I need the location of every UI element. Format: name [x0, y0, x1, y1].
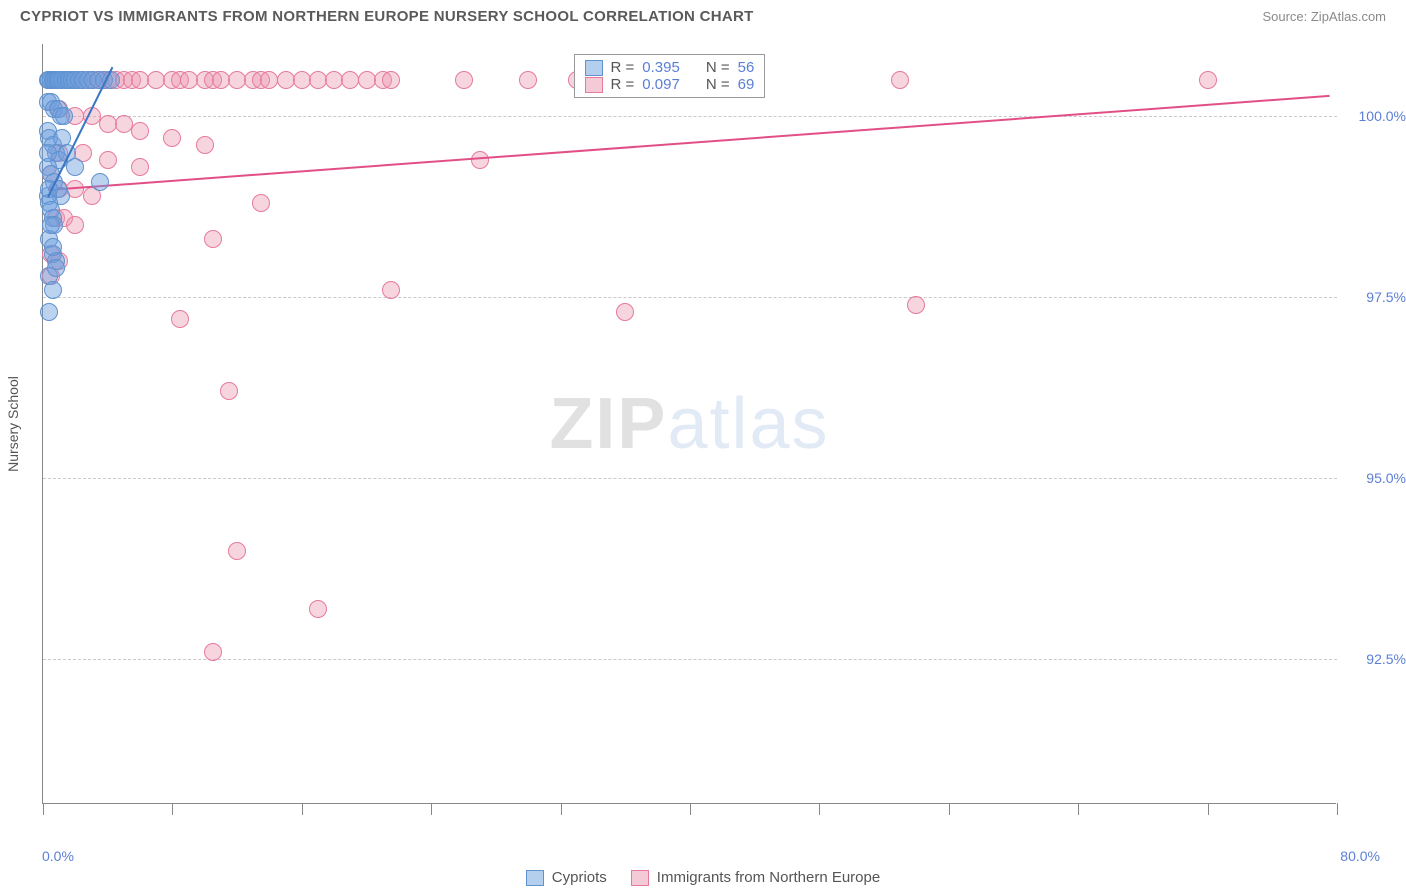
data-point	[171, 310, 189, 328]
x-tick	[302, 803, 303, 815]
data-point	[42, 216, 60, 234]
y-axis-label: Nursery School	[5, 376, 21, 472]
data-point	[471, 151, 489, 169]
x-tick	[172, 803, 173, 815]
watermark: ZIPatlas	[549, 383, 829, 465]
data-point	[1199, 71, 1217, 89]
data-point	[163, 129, 181, 147]
x-tick	[949, 803, 950, 815]
y-tick-label: 92.5%	[1346, 651, 1406, 667]
data-point	[44, 281, 62, 299]
y-tick-label: 95.0%	[1346, 470, 1406, 486]
x-max-label: 80.0%	[1340, 848, 1380, 864]
stat-n-value: 56	[738, 59, 755, 76]
stat-n-value: 69	[738, 76, 755, 93]
data-point	[382, 281, 400, 299]
data-point	[66, 158, 84, 176]
data-point	[131, 158, 149, 176]
stats-swatch	[585, 77, 603, 93]
x-tick	[819, 803, 820, 815]
data-point	[44, 238, 62, 256]
stat-r-value: 0.097	[642, 76, 680, 93]
data-point	[519, 71, 537, 89]
data-point	[907, 296, 925, 314]
gridline	[43, 478, 1337, 479]
data-point	[196, 136, 214, 154]
stats-row: R = 0.097 N = 69	[585, 76, 755, 93]
data-point	[455, 71, 473, 89]
legend-label: Cypriots	[552, 869, 607, 886]
legend-item-cypriots: Cypriots	[526, 869, 607, 886]
data-point	[66, 216, 84, 234]
stats-box: R = 0.395 N = 56 R = 0.097 N = 69	[574, 54, 766, 98]
x-tick	[1337, 803, 1338, 815]
stat-n-label: N =	[706, 76, 730, 93]
stats-swatch	[585, 60, 603, 76]
watermark-part2: atlas	[667, 384, 829, 464]
x-tick	[1078, 803, 1079, 815]
plot-area: Nursery School ZIPatlas 92.5%95.0%97.5%1…	[42, 44, 1336, 804]
data-point	[55, 107, 73, 125]
chart-header: CYPRIOT VS IMMIGRANTS FROM NORTHERN EURO…	[0, 0, 1406, 31]
data-point	[39, 144, 57, 162]
gridline	[43, 116, 1337, 117]
gridline	[43, 659, 1337, 660]
legend-label: Immigrants from Northern Europe	[657, 869, 880, 886]
legend-item-immigrants: Immigrants from Northern Europe	[631, 869, 880, 886]
stat-r-label: R =	[611, 76, 635, 93]
stat-n-label: N =	[706, 59, 730, 76]
data-point	[220, 382, 238, 400]
watermark-part1: ZIP	[549, 384, 667, 464]
stats-row: R = 0.395 N = 56	[585, 59, 755, 76]
gridline	[43, 297, 1337, 298]
trend-line	[48, 95, 1329, 191]
x-tick	[43, 803, 44, 815]
x-tick	[431, 803, 432, 815]
x-min-label: 0.0%	[42, 848, 74, 864]
data-point	[99, 151, 117, 169]
legend-swatch-blue	[526, 870, 544, 886]
y-tick-label: 100.0%	[1346, 108, 1406, 124]
data-point	[309, 600, 327, 618]
chart-source: Source: ZipAtlas.com	[1262, 9, 1386, 24]
data-point	[204, 230, 222, 248]
plot-container: Nursery School ZIPatlas 92.5%95.0%97.5%1…	[42, 44, 1386, 804]
data-point	[252, 194, 270, 212]
x-tick	[1208, 803, 1209, 815]
data-point	[91, 173, 109, 191]
stat-r-value: 0.395	[642, 59, 680, 76]
stat-r-label: R =	[611, 59, 635, 76]
data-point	[616, 303, 634, 321]
chart-title: CYPRIOT VS IMMIGRANTS FROM NORTHERN EURO…	[20, 8, 754, 25]
data-point	[891, 71, 909, 89]
data-point	[131, 122, 149, 140]
legend: Cypriots Immigrants from Northern Europe	[0, 869, 1406, 886]
data-point	[40, 303, 58, 321]
data-point	[204, 643, 222, 661]
data-point	[47, 259, 65, 277]
x-tick	[561, 803, 562, 815]
data-point	[228, 542, 246, 560]
y-tick-label: 97.5%	[1346, 289, 1406, 305]
data-point	[382, 71, 400, 89]
legend-swatch-pink	[631, 870, 649, 886]
x-tick	[690, 803, 691, 815]
